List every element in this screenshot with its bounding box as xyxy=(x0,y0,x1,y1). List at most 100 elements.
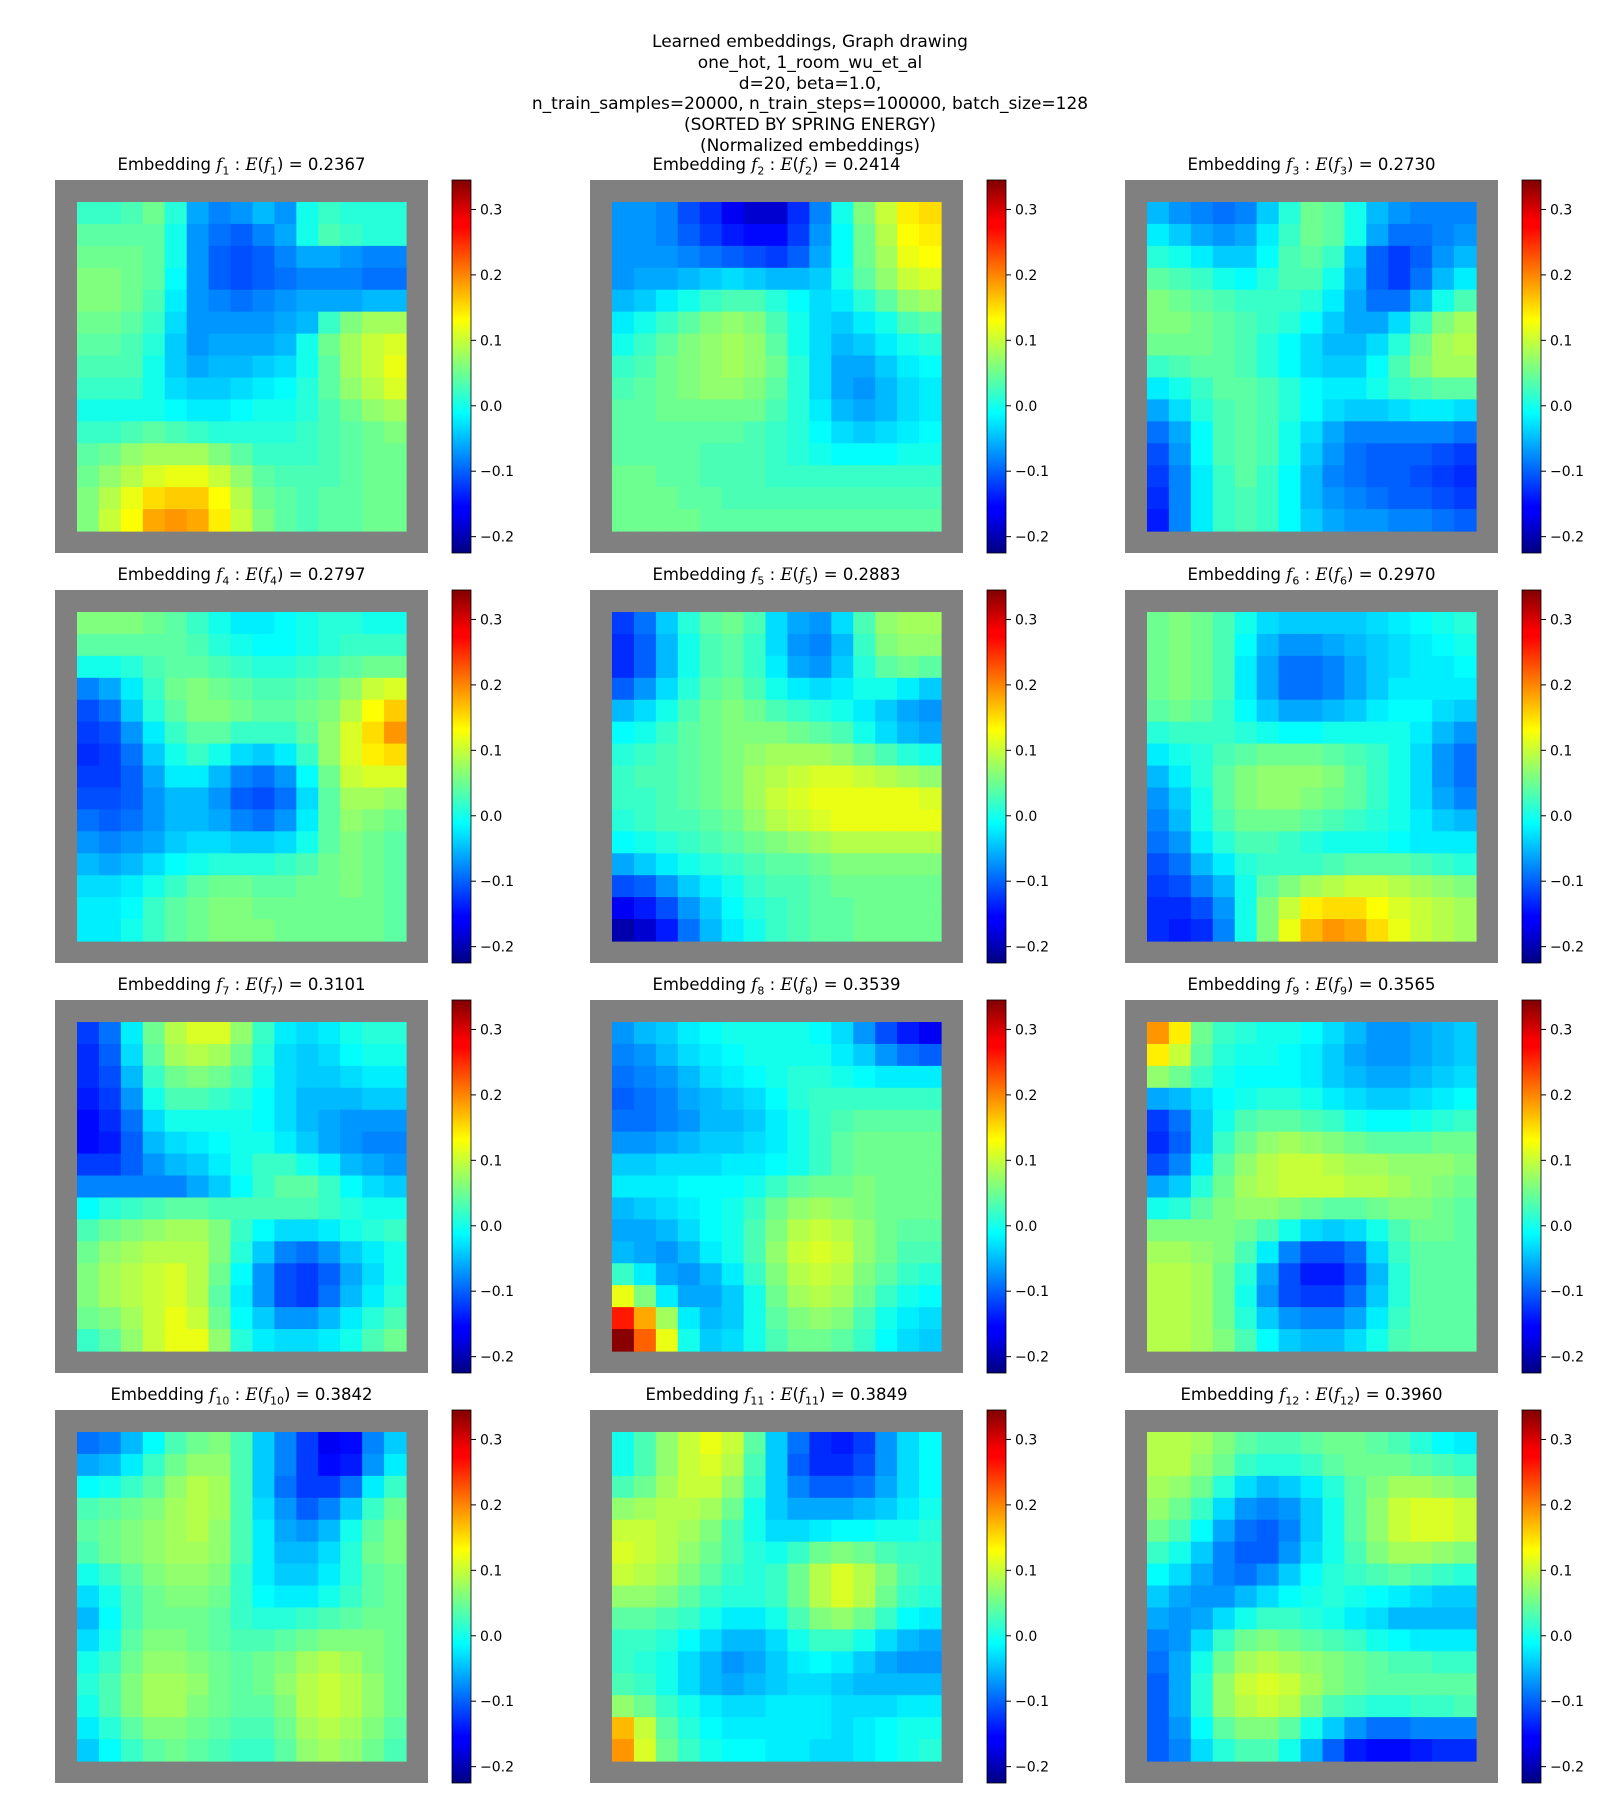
heatmap-cell xyxy=(1454,1197,1477,1220)
heatmap-cell xyxy=(919,1153,942,1177)
figure-title-line-6: (Normalized embeddings) xyxy=(699,135,921,156)
heatmap-cell xyxy=(98,1717,122,1740)
heatmap-cell xyxy=(1234,1673,1258,1696)
heatmap-cell xyxy=(1344,1263,1367,1286)
heatmap-cell xyxy=(677,1629,701,1652)
heatmap-cell xyxy=(1234,1497,1258,1521)
heatmap-cell xyxy=(897,289,920,313)
heatmap-cell xyxy=(1234,223,1258,247)
heatmap-cell xyxy=(1147,1629,1170,1652)
heatmap-cell xyxy=(1454,633,1477,657)
heatmap-cell xyxy=(655,223,679,247)
heatmap-cell xyxy=(677,289,701,313)
heatmap-cell xyxy=(1410,612,1433,635)
heatmap-cell xyxy=(340,202,363,225)
heatmap-cell xyxy=(1432,1432,1455,1455)
heatmap-cell xyxy=(1300,787,1324,810)
heatmap-cell xyxy=(1344,831,1367,854)
heatmap-cell xyxy=(1366,487,1389,510)
heatmap-cell xyxy=(612,443,635,466)
heatmap-cell xyxy=(677,897,701,920)
heatmap-cell xyxy=(77,1541,100,1565)
heatmap-cell xyxy=(721,1695,745,1718)
colorbar-tick-label: 0.1 xyxy=(1550,333,1572,349)
heatmap-cell xyxy=(1168,443,1192,466)
heatmap-cell xyxy=(1256,743,1280,767)
heatmap-cell xyxy=(721,787,745,810)
heatmap-cell xyxy=(699,1087,723,1111)
heatmap-cell xyxy=(208,765,232,789)
heatmap-cell xyxy=(787,1043,810,1067)
heatmap-cell xyxy=(831,1673,854,1696)
heatmap-cell xyxy=(787,1087,810,1111)
colorbar-tick-label: −0.2 xyxy=(1550,940,1584,956)
heatmap-cell xyxy=(655,677,679,701)
heatmap-cell xyxy=(1256,787,1280,810)
heatmap-cell xyxy=(120,853,144,876)
heatmap-cell xyxy=(1190,831,1214,854)
heatmap-cell xyxy=(612,289,635,313)
heatmap-cell xyxy=(677,721,701,745)
heatmap-cell xyxy=(1256,1519,1280,1543)
heatmap-cell xyxy=(77,1197,100,1220)
heatmap-cell xyxy=(765,1219,789,1242)
heatmap-cell xyxy=(853,1475,876,1499)
heatmap-cell xyxy=(1300,721,1324,745)
heatmap-cell xyxy=(897,223,920,247)
heatmap-cell xyxy=(230,1022,254,1045)
heatmap-cell xyxy=(1256,1563,1280,1587)
heatmap-cell xyxy=(340,765,363,789)
heatmap-cell xyxy=(743,1043,767,1067)
heatmap-cell xyxy=(677,1109,701,1133)
heatmap-cell xyxy=(230,809,254,832)
heatmap-cell xyxy=(186,399,210,422)
heatmap-cell xyxy=(1168,1607,1192,1630)
heatmap-cell xyxy=(1147,1263,1170,1286)
heatmap-cell xyxy=(120,1432,144,1455)
heatmap-cell xyxy=(655,853,679,876)
heatmap-cell xyxy=(765,333,789,357)
heatmap-cell xyxy=(875,1432,898,1455)
heatmap-cell xyxy=(1278,1541,1302,1565)
heatmap-cell xyxy=(384,1453,407,1477)
heatmap-cell xyxy=(743,1329,767,1352)
heatmap-cell xyxy=(721,443,745,466)
heatmap-cell xyxy=(1147,1219,1170,1242)
heatmap-cell xyxy=(1278,699,1302,723)
heatmap-cell xyxy=(362,1263,385,1286)
heatmap-cell xyxy=(1168,509,1192,532)
heatmap-cell xyxy=(1344,633,1367,657)
heatmap-cell xyxy=(1256,1131,1280,1155)
heatmap-cell xyxy=(1322,1717,1345,1740)
heatmap-cell xyxy=(1147,765,1170,789)
heatmap-cell xyxy=(633,1109,657,1133)
heatmap-cell xyxy=(98,853,122,876)
heatmap-cell xyxy=(1322,721,1345,745)
heatmap-cell xyxy=(721,897,745,920)
heatmap-cell xyxy=(677,699,701,723)
heatmap-cell xyxy=(208,1673,232,1696)
heatmap-cell xyxy=(1344,487,1367,510)
heatmap-cell xyxy=(633,1519,657,1543)
heatmap-cell xyxy=(384,245,407,269)
heatmap-cell xyxy=(1278,1717,1302,1740)
heatmap-cell xyxy=(919,1453,942,1477)
heatmap-cell xyxy=(384,421,407,444)
heatmap-cell xyxy=(699,919,723,942)
heatmap-cell xyxy=(186,1197,210,1220)
heatmap-cell xyxy=(1234,1285,1258,1308)
heatmap-cell xyxy=(186,897,210,920)
heatmap-cell xyxy=(677,1153,701,1177)
heatmap-cell xyxy=(787,377,810,400)
heatmap-cell xyxy=(897,443,920,466)
heatmap-cell xyxy=(1366,919,1389,942)
heatmap-cell xyxy=(1410,465,1433,488)
heatmap-cell xyxy=(274,1651,297,1674)
heatmap-cell xyxy=(1234,465,1258,488)
heatmap-cell xyxy=(677,677,701,701)
heatmap-cell xyxy=(743,333,767,357)
heatmap-cell xyxy=(721,743,745,767)
heatmap-cell xyxy=(1212,1541,1236,1565)
heatmap-cell xyxy=(252,919,275,942)
heatmap-cell xyxy=(1432,1739,1455,1762)
